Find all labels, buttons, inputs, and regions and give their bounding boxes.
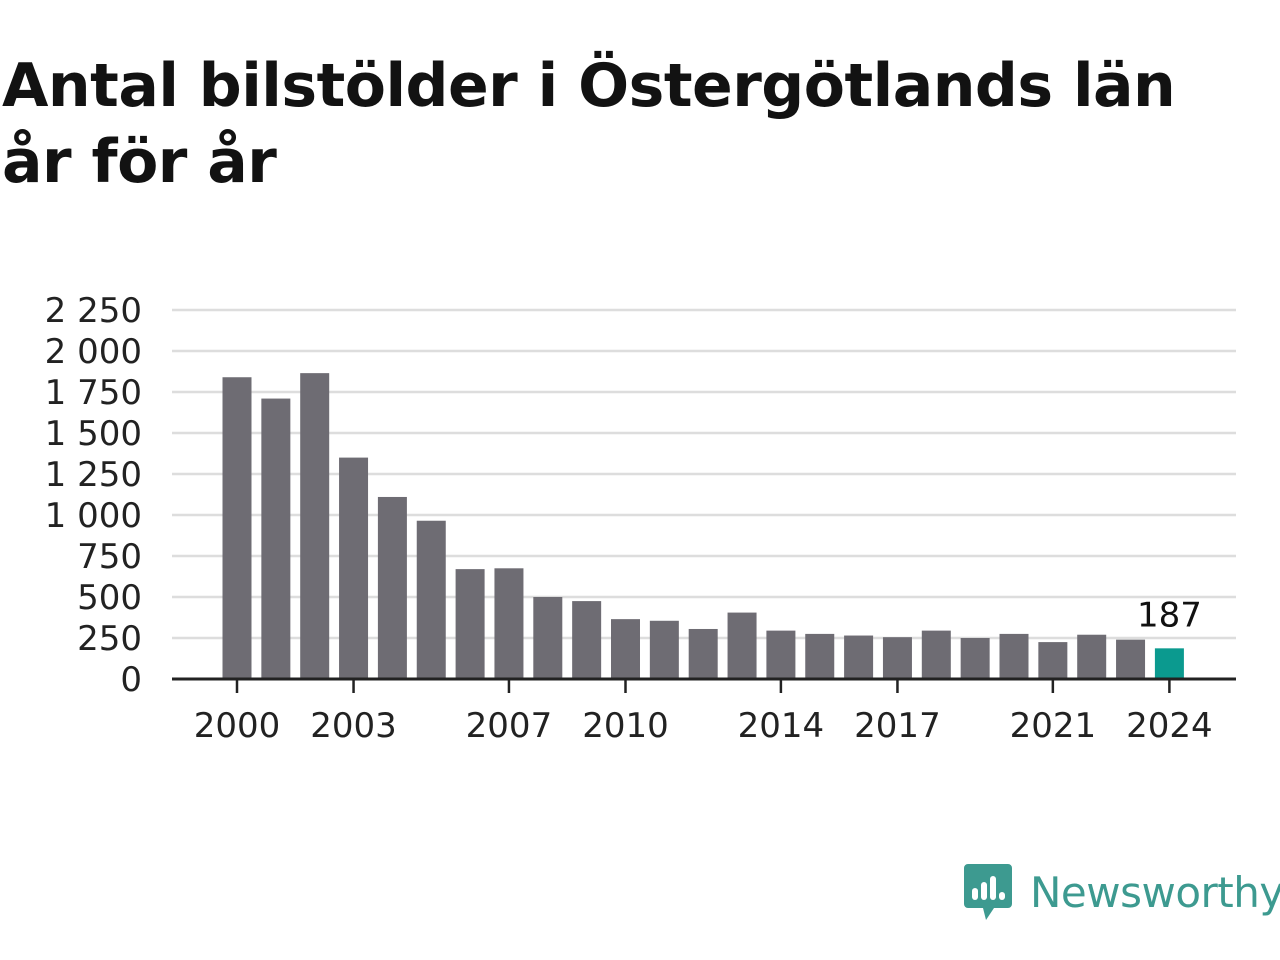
y-tick-label: 2 000 [45,332,142,372]
bar [999,633,1029,679]
y-tick-label: 500 [77,578,142,618]
bar [805,633,835,679]
y-tick-label: 250 [77,619,142,659]
newsworthy-brand: Newsworthy [962,862,1280,922]
gridlines [172,308,1236,640]
bar [222,377,252,679]
bar [339,457,369,679]
bar [494,568,524,679]
brand-name: Newsworthy [1030,867,1280,917]
y-tick-label: 1 250 [45,455,142,495]
y-tick-label: 1 000 [45,496,142,536]
bar [688,628,718,679]
bar [766,630,796,679]
bar [416,520,446,679]
y-tick-label: 2 250 [45,291,142,331]
x-tick-label: 2017 [854,706,941,746]
bar [261,398,291,679]
data-label: 187 [1137,595,1202,635]
bar [1116,639,1146,679]
y-tick-label: 0 [120,660,142,700]
bar [960,638,990,679]
bar [727,612,757,679]
x-tick-label: 2000 [194,706,281,746]
bar [844,635,874,679]
x-tick-label: 2003 [310,706,397,746]
y-tick-label: 750 [77,537,142,577]
bar-highlight [1154,648,1184,679]
bar [1077,634,1107,679]
bar [649,620,679,679]
bar [377,496,407,679]
bars [222,373,1184,679]
chart-title: Antal bilstölder i Östergötlands län år … [2,51,1176,197]
x-tick-label: 2014 [738,706,825,746]
newsworthy-logo-icon [964,864,1012,920]
x-tick-label: 2021 [1010,706,1097,746]
bar [921,630,951,679]
bar [455,569,485,679]
y-tick-label: 1 750 [45,373,142,413]
x-tick-label: 2010 [582,706,669,746]
y-tick-label: 1 500 [45,414,142,454]
x-tick-label: 2007 [466,706,553,746]
x-axis: 2000 2003 2007 2010 2014 2017 2021 2024 [172,677,1236,746]
bar [882,637,912,679]
bar [572,601,602,679]
bar [1038,642,1068,679]
bar [611,619,640,679]
data-labels: 187 [1137,595,1202,635]
x-tick-label: 2024 [1126,706,1213,746]
bar [300,373,330,679]
bar [533,597,563,679]
